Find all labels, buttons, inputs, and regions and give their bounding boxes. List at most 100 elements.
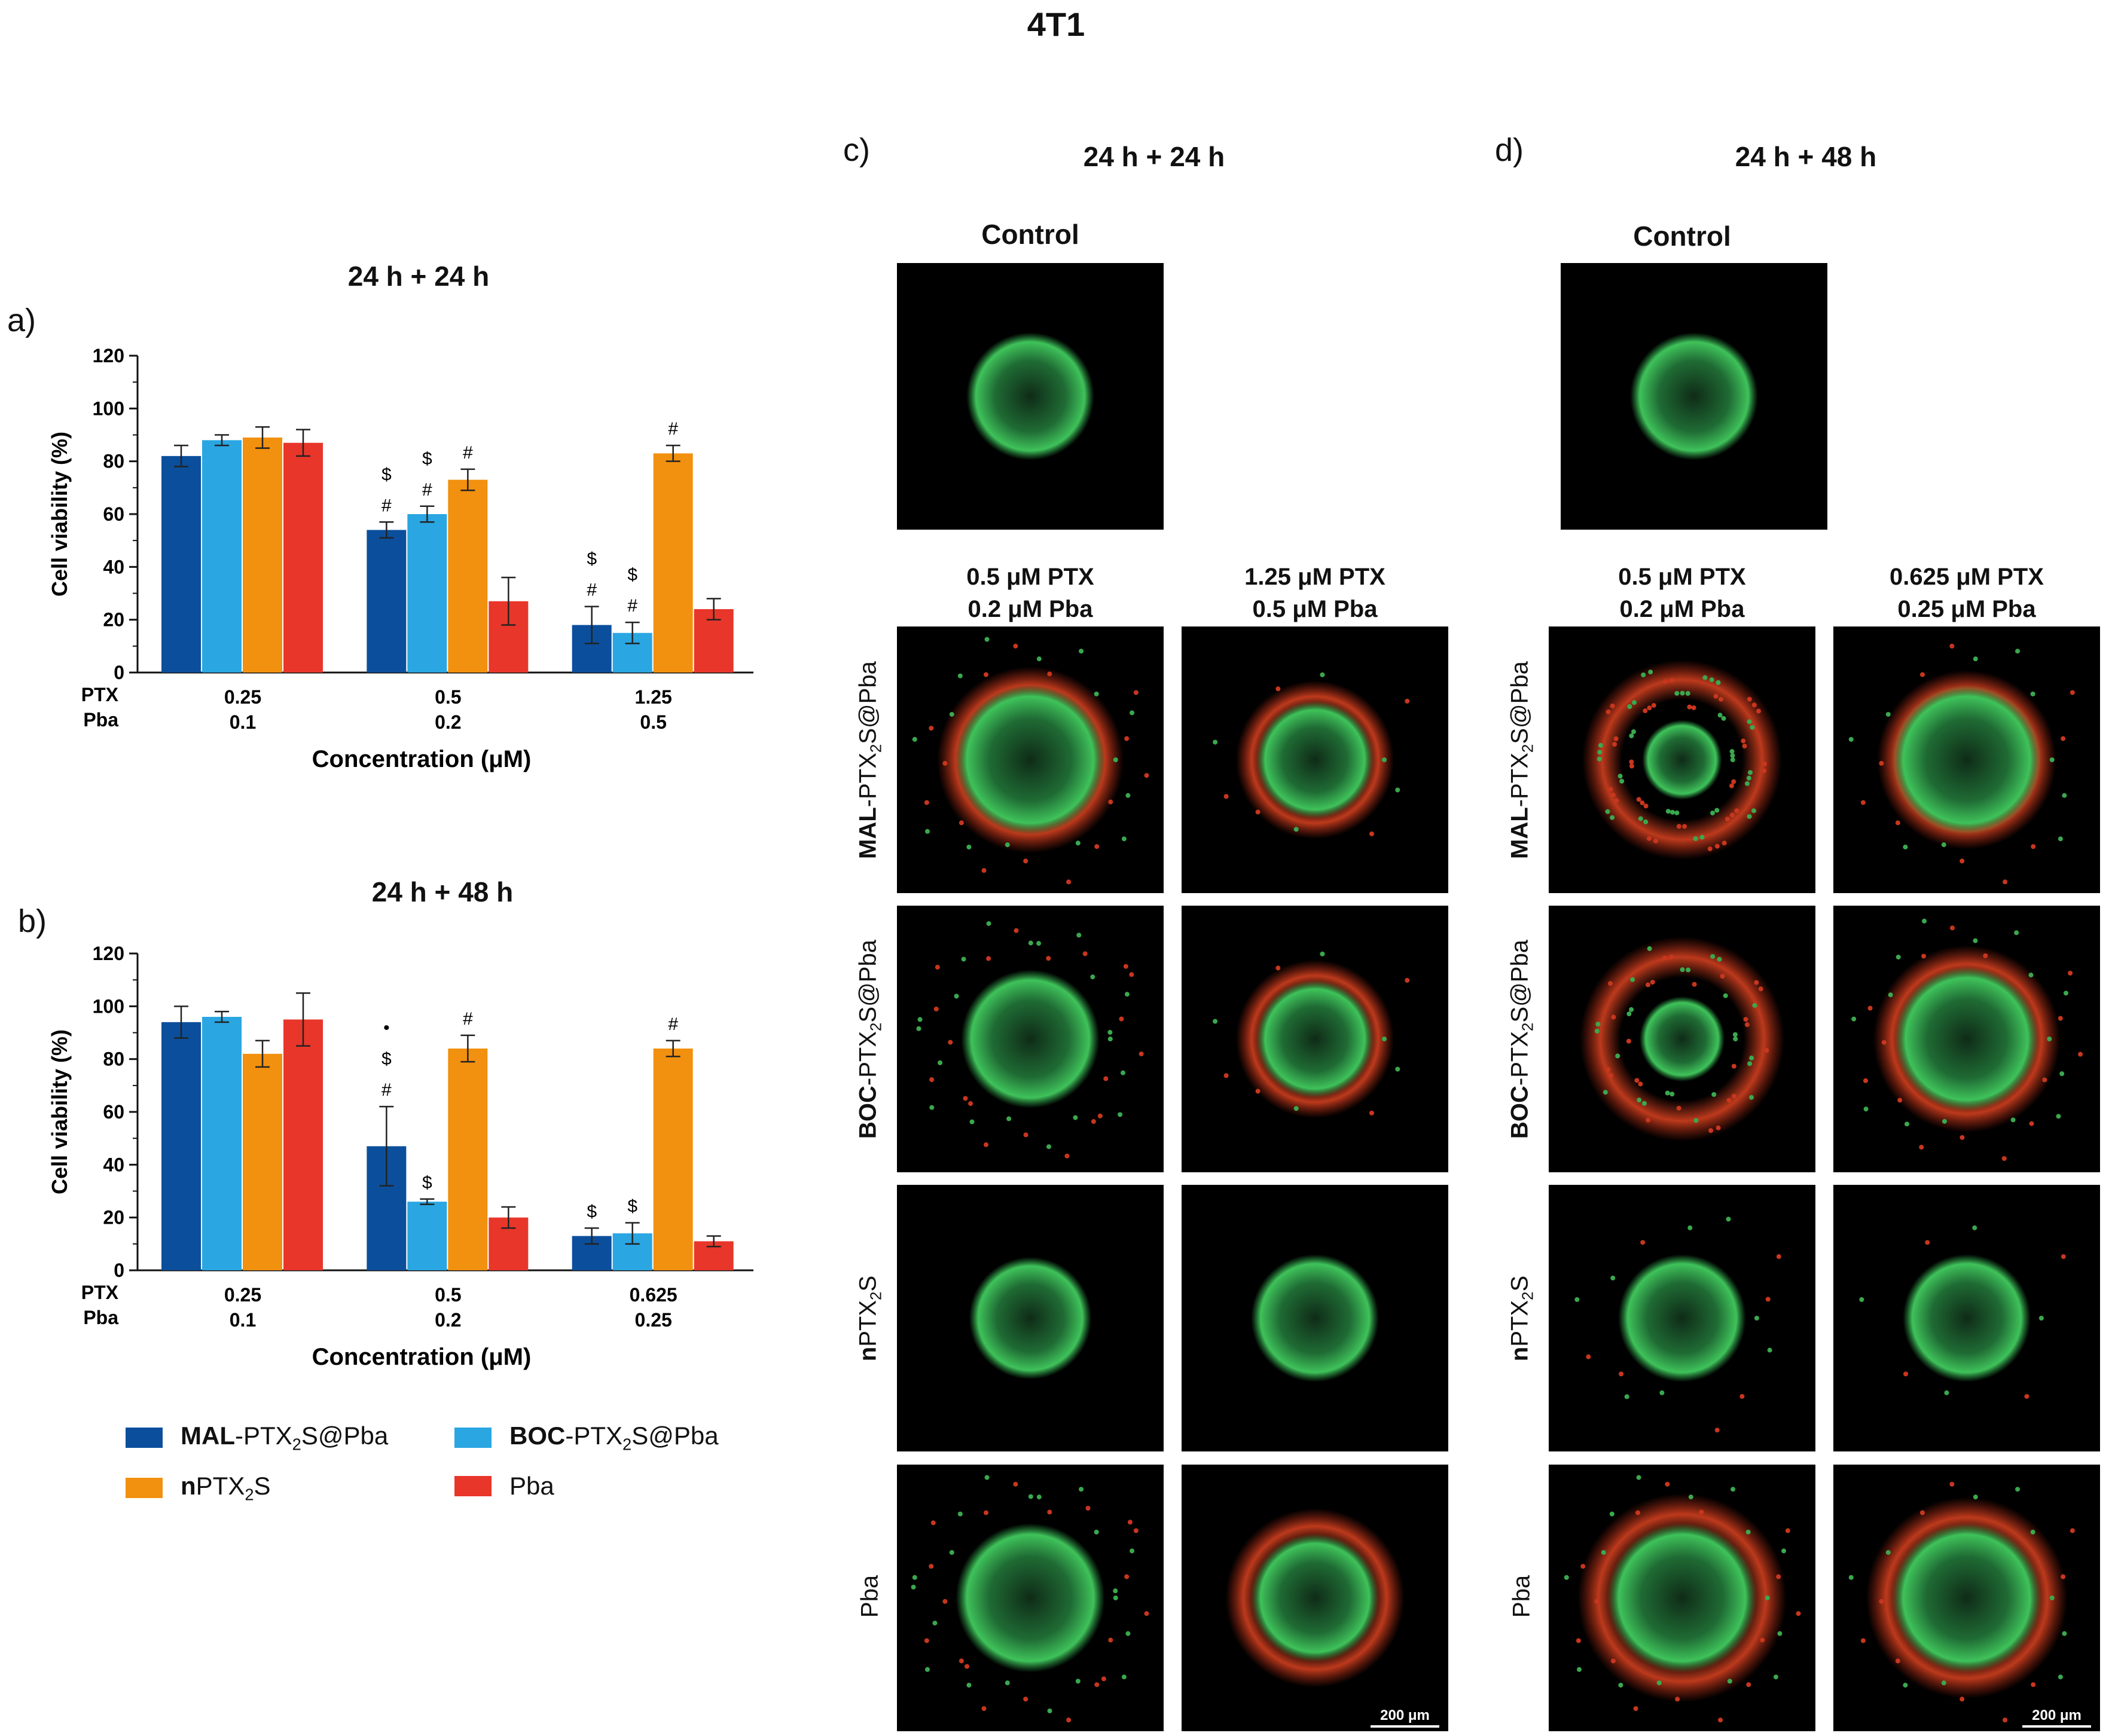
scatter-dot (957, 1511, 963, 1517)
scatter-dot (1744, 781, 1750, 786)
scatter-dot (1727, 1679, 1732, 1684)
scatter-dot (1922, 918, 1927, 924)
scatter-dot (1919, 1145, 1924, 1150)
scatter-dot (1615, 1053, 1620, 1059)
scatter-dot (1676, 1105, 1681, 1111)
chart-a-bar (243, 437, 282, 673)
scatter-dot (1638, 816, 1643, 821)
scatter-dot (1594, 1599, 1600, 1604)
scatter-dot (1597, 756, 1602, 762)
spheroid-image (1549, 1465, 1815, 1731)
scatter-dot (2015, 649, 2021, 654)
scatter-dot (949, 711, 954, 717)
scatter-dot (1739, 1393, 1745, 1399)
scatter-dot (1731, 1487, 1736, 1492)
scatter-dot (1094, 1529, 1099, 1535)
scatter-dot (1744, 1022, 1750, 1028)
scatter-dot (1107, 1036, 1113, 1042)
chart-a-title: 24 h + 24 h (347, 261, 490, 292)
scatter-dot (1881, 1040, 1887, 1045)
scatter-dot (1619, 1371, 1624, 1377)
scatter-dot (1113, 1588, 1118, 1594)
scatter-dot (2030, 691, 2035, 696)
scatter-dot (949, 1549, 954, 1555)
scatter-dot (1223, 1073, 1229, 1078)
chart-a-bar (653, 453, 693, 673)
chart-b-bar (283, 1019, 323, 1270)
scatter-dot (1608, 981, 1613, 986)
scatter-dot (1576, 1638, 1581, 1643)
scatter-dot (1754, 1315, 1759, 1321)
scatter-dot (1764, 1048, 1769, 1053)
scatter-dot (1941, 842, 1946, 848)
scatter-dot (1079, 1487, 1084, 1492)
legend-swatch (126, 1428, 163, 1448)
scatter-dot (1631, 700, 1637, 705)
chart-a-bar (202, 440, 242, 673)
scatter-dot (2078, 1052, 2083, 1057)
scatter-dot (1716, 1125, 1721, 1130)
spheroid-image (1833, 1465, 2100, 1731)
scatter-dot (1574, 1297, 1580, 1302)
spheroid-graphic (966, 332, 1095, 461)
scatter-dot (1747, 1061, 1753, 1066)
column-header: 0.625 μM PTX 0.25 μM Pba (1833, 561, 2100, 625)
scatter-dot (1754, 980, 1759, 985)
label-subscript: 2 (866, 1022, 885, 1031)
scatter-dot (1709, 677, 1714, 683)
chart-a-significance-mark: $ (587, 549, 597, 569)
scatter-dot (1123, 964, 1128, 969)
scatter-dot (1762, 768, 1767, 774)
green-core (969, 1257, 1092, 1380)
chart-a-ytick-label: 20 (103, 609, 124, 631)
green-core (1617, 1254, 1747, 1383)
chart-a-xlabel: Concentration (μM) (312, 746, 532, 772)
scatter-dot (1723, 993, 1728, 998)
scatter-dot (1665, 1481, 1670, 1487)
label-bold: MAL (854, 807, 881, 859)
chart-b-significance-mark: # (463, 1009, 473, 1029)
spheroid-image (1549, 1185, 1815, 1451)
scatter-dot (1729, 783, 1734, 788)
chart-a-ylabel: Cell viability (%) (47, 432, 72, 597)
scatter-dot (1636, 797, 1641, 802)
scatter-dot (1895, 820, 1900, 826)
scatter-dot (1618, 1682, 1623, 1688)
chart-a-bar (283, 442, 323, 673)
chart-b-significance-mark: $ (422, 1173, 432, 1193)
scatter-dot (1765, 1297, 1771, 1302)
chart-b-row-label-ptx: PTX (81, 1282, 119, 1303)
spheroid-graphic (911, 1475, 1149, 1723)
scatter-dot (2028, 973, 2034, 978)
scatter-dot (1293, 1106, 1299, 1111)
scatter-dot (1046, 956, 1051, 961)
scatter-dot (1662, 679, 1668, 684)
scatter-dot (1091, 1119, 1096, 1124)
scatter-dot (1609, 1511, 1614, 1517)
chart-a-xtick-ptx: 1.25 (635, 686, 672, 708)
spheroid-image (897, 626, 1164, 893)
scatter-dot (1637, 1098, 1642, 1103)
chart-b-xlabel: Concentration (μM) (312, 1344, 532, 1370)
spheroid-image (897, 263, 1164, 530)
chart-b-bar (243, 1053, 282, 1270)
scatter-dot (1781, 1548, 1787, 1554)
scatter-dot (1094, 691, 1099, 696)
scatter-dot (1130, 710, 1135, 716)
scatter-dot (1713, 693, 1719, 699)
chart-a-xtick-pba: 0.2 (435, 711, 461, 733)
scatter-dot (1564, 1575, 1569, 1580)
scatter-dot (1742, 743, 1747, 749)
scatter-dot (932, 1621, 938, 1626)
scatter-dot (986, 921, 991, 926)
spheroid-graphic (1213, 951, 1410, 1118)
scatter-dot (1983, 953, 1988, 958)
spheroid-graphic (916, 921, 1144, 1159)
scatter-dot (1121, 836, 1127, 842)
scatter-dot (924, 1638, 929, 1643)
spheroid-graphic (912, 637, 1149, 885)
scatter-dot (1721, 716, 1726, 721)
scatter-dot (1586, 1354, 1591, 1359)
scatter-dot (1885, 711, 1891, 717)
column-header: 0.5 μM PTX 0.2 μM Pba (1549, 561, 1815, 625)
